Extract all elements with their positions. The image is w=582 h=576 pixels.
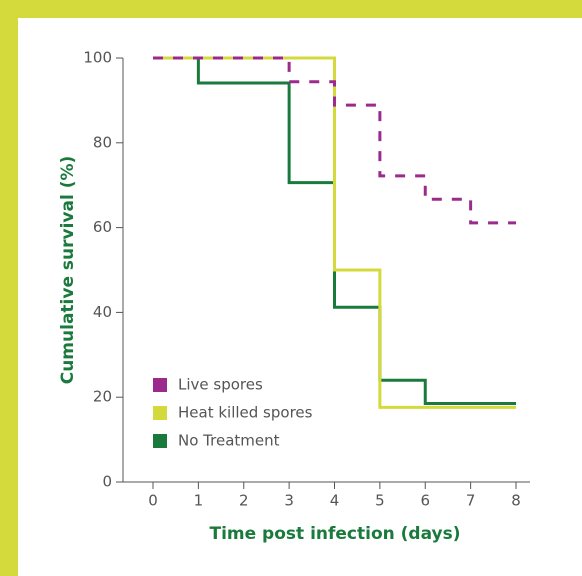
x-tick-label: 0	[148, 492, 158, 510]
x-tick-label: 7	[466, 492, 476, 510]
y-axis-label: Cumulative survival (%)	[58, 156, 78, 385]
legend-swatch	[153, 378, 167, 392]
y-tick-label: 0	[102, 473, 112, 491]
y-tick-label: 80	[93, 133, 112, 151]
y-tick-label: 40	[93, 303, 112, 321]
left-border	[0, 0, 18, 576]
legend-swatch	[153, 434, 167, 448]
x-tick-label: 4	[330, 492, 340, 510]
x-tick-label: 8	[511, 492, 521, 510]
x-axis-label: Time post infection (days)	[209, 524, 460, 544]
y-tick-label: 60	[93, 218, 112, 236]
y-tick-label: 20	[93, 388, 112, 406]
y-tick-label: 100	[83, 49, 112, 67]
x-tick-label: 1	[194, 492, 204, 510]
x-tick-label: 5	[375, 492, 385, 510]
legend-label: Live spores	[178, 376, 263, 394]
legend-label: No Treatment	[178, 432, 280, 450]
legend-label: Heat killed spores	[178, 404, 313, 422]
top-border	[0, 0, 582, 18]
x-tick-label: 3	[284, 492, 294, 510]
x-tick-label: 6	[420, 492, 430, 510]
legend-swatch	[153, 406, 167, 420]
survival-line	[153, 56, 516, 409]
x-tick-label: 2	[239, 492, 249, 510]
